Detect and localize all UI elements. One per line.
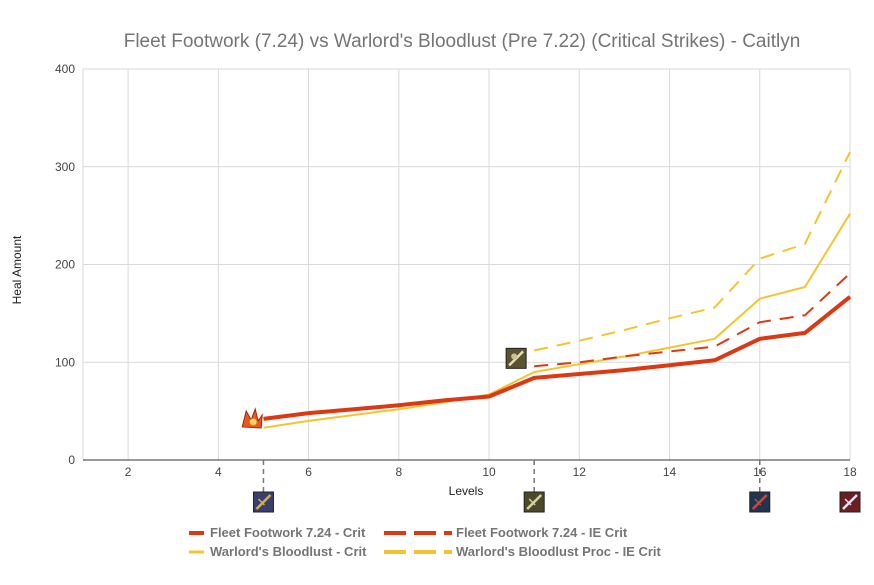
x-tick-label: 12 — [573, 465, 587, 479]
item-icon-runaans-guard — [257, 498, 266, 506]
series-line-3 — [263, 213, 851, 429]
item-icon-crit-sword-blade — [842, 494, 858, 510]
item-icon-runaans-blade — [255, 494, 272, 510]
y-tick-label: 100 — [55, 355, 75, 369]
item-icon-crit-sword — [839, 491, 861, 513]
infinity-edge-icon — [505, 347, 527, 369]
item-icon-bloodthirster-guard — [754, 498, 762, 506]
series-lines — [263, 151, 852, 429]
fleet-footwork-icon — [241, 407, 263, 429]
chart-title: Fleet Footwork (7.24) vs Warlord's Blood… — [124, 31, 801, 52]
x-tick-label: 2 — [125, 465, 132, 479]
x-tick-label: 6 — [305, 465, 312, 479]
item-icon-bloodthirster — [749, 491, 771, 513]
y-tick-label: 0 — [68, 453, 75, 467]
item-markers — [252, 460, 861, 513]
infinity-edge-gem — [511, 353, 518, 360]
legend-label-4: Warlord's Bloodlust Proc - IE Crit — [456, 544, 662, 559]
series-line-1 — [263, 295, 852, 421]
x-tick-label: 10 — [482, 465, 496, 479]
x-tick-label: 18 — [843, 465, 857, 479]
series-line-2 — [534, 272, 851, 368]
x-tick-label: 4 — [215, 465, 222, 479]
item-icon-infinity-edge — [523, 491, 545, 513]
y-axis-label: Heal Amount — [10, 235, 24, 304]
legend-label-1: Fleet Footwork 7.24 - Crit — [210, 525, 366, 540]
y-tick-label: 400 — [55, 62, 75, 76]
fleet-footwork-flame — [241, 407, 263, 429]
line-icons — [241, 347, 527, 429]
fleet-footwork-core — [249, 418, 257, 426]
item-icon-infinity-edge-guard — [528, 498, 536, 506]
x-tick-label: 14 — [663, 465, 677, 479]
series-line-4 — [533, 151, 851, 352]
item-icon-bloodthirster-blade — [751, 494, 768, 510]
item-icon-infinity-edge-blade — [526, 494, 543, 510]
y-tick-label: 300 — [55, 160, 75, 174]
legend-label-3: Warlord's Bloodlust - Crit — [210, 544, 367, 559]
grid — [82, 68, 851, 461]
legend-label-2: Fleet Footwork 7.24 - IE Crit — [456, 525, 628, 540]
x-axis-label: Levels — [449, 484, 484, 498]
y-tick-label: 200 — [55, 258, 75, 272]
x-tick-label: 8 — [395, 465, 402, 479]
legend: Fleet Footwork 7.24 - Crit Fleet Footwork… — [189, 525, 662, 559]
item-icon-crit-sword-guard — [844, 498, 852, 506]
item-icon-runaans — [252, 491, 274, 513]
